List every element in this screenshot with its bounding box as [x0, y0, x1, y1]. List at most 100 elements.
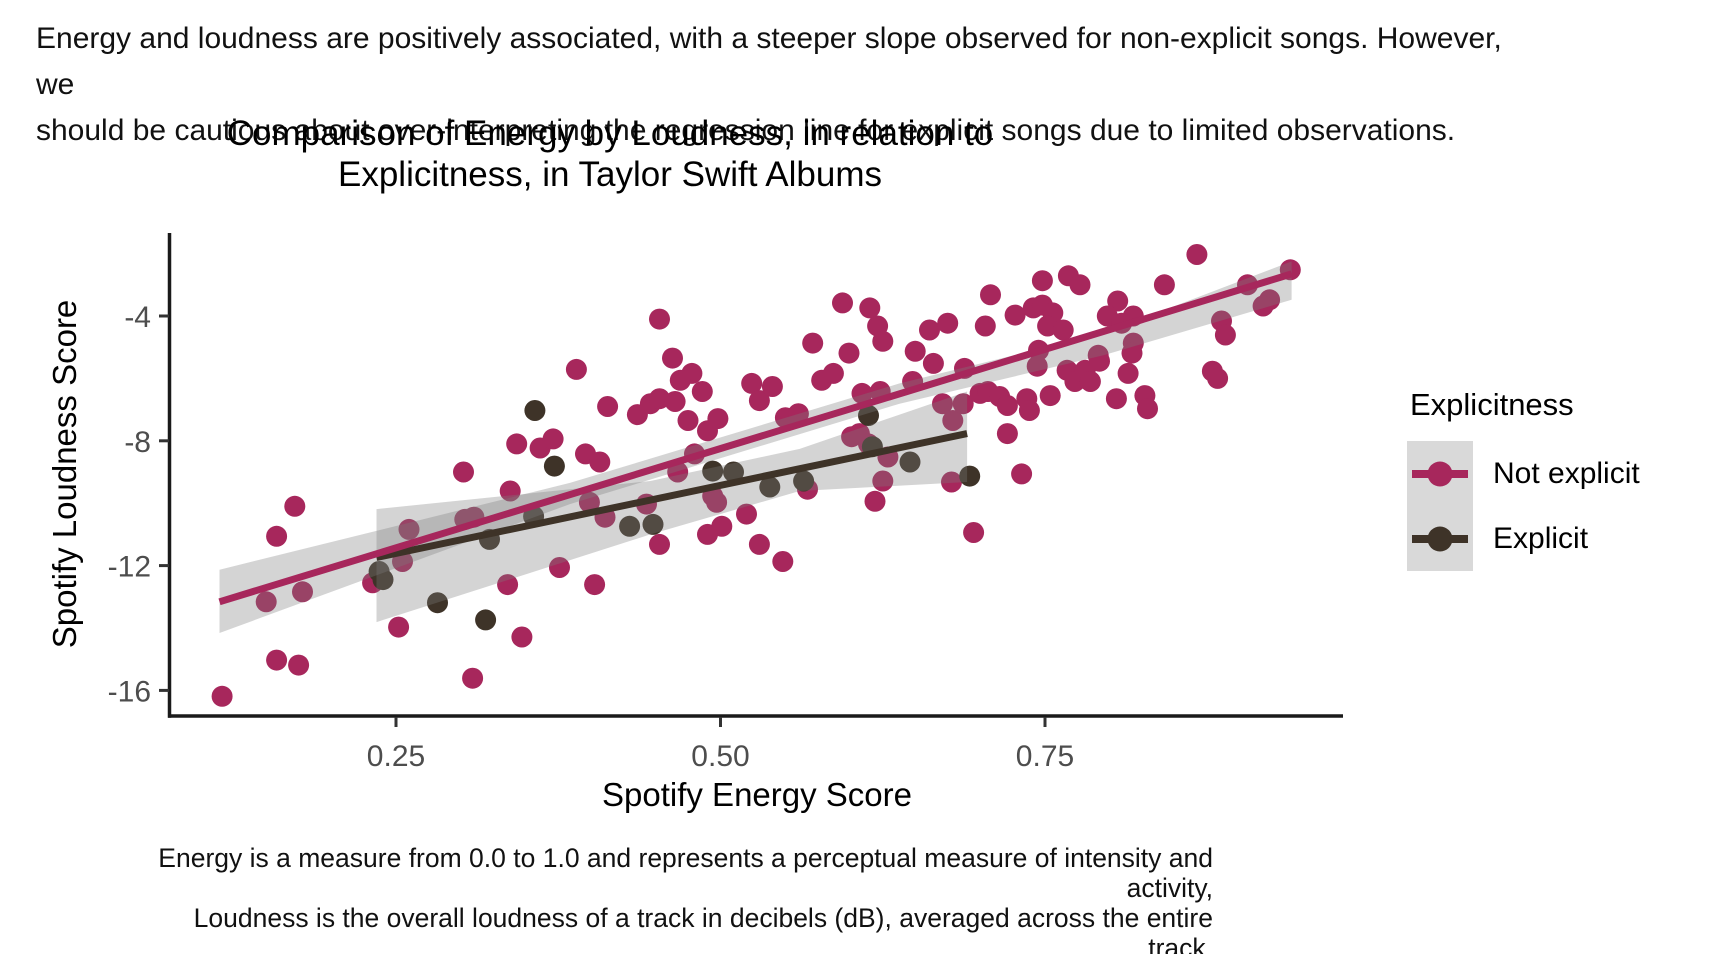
data-point-not-explicit [669, 369, 691, 391]
chart-caption: Energy is a measure from 0.0 to 1.0 and … [150, 843, 1213, 954]
data-point-not-explicit [1031, 270, 1053, 292]
legend-key-explicit [1407, 506, 1473, 571]
data-point-not-explicit [691, 381, 713, 402]
data-point-explicit [793, 470, 815, 492]
data-point-not-explicit [1089, 350, 1110, 372]
data-point-not-explicit [211, 685, 233, 707]
data-point-not-explicit [462, 667, 484, 689]
data-point-explicit [899, 451, 921, 473]
data-point-not-explicit [736, 503, 757, 525]
legend-title: Explicitness [1410, 387, 1574, 422]
data-point-not-explicit [932, 393, 953, 415]
data-point-not-explicit [706, 491, 728, 513]
data-point-not-explicit [952, 393, 974, 415]
data-point-not-explicit [453, 461, 474, 483]
data-point-not-explicit [787, 403, 809, 425]
data-point-not-explicit [802, 332, 824, 354]
data-point-not-explicit [1186, 244, 1208, 265]
data-point-not-explicit [542, 428, 564, 450]
data-point-not-explicit [741, 372, 763, 394]
data-point-not-explicit [922, 352, 944, 374]
data-point-not-explicit [772, 551, 794, 572]
data-point-not-explicit [565, 358, 587, 380]
data-point-not-explicit [1121, 342, 1143, 364]
data-point-not-explicit [974, 315, 996, 337]
data-point-not-explicit [649, 533, 670, 555]
data-point-not-explicit [822, 362, 844, 384]
data-point-not-explicit [832, 292, 853, 314]
data-point-not-explicit [511, 626, 533, 648]
legend-entry-not-explicit: Not explicit [1407, 441, 1640, 506]
data-point-explicit [475, 609, 497, 631]
data-point-not-explicit [255, 591, 277, 613]
data-point-not-explicit [1107, 290, 1129, 312]
data-point-not-explicit [1018, 400, 1040, 421]
data-point-not-explicit [664, 391, 686, 412]
y-tick-label: -8 [124, 426, 151, 459]
y-tick-label: -12 [108, 551, 151, 584]
data-point-not-explicit [838, 342, 860, 364]
y-axis-title: Spotify Loudness Score [46, 300, 83, 649]
data-point-not-explicit [711, 515, 733, 537]
data-point-explicit [858, 405, 879, 426]
data-point-not-explicit [388, 616, 410, 638]
data-point-not-explicit [1079, 371, 1101, 392]
x-tick-label: 0.25 [367, 740, 425, 773]
legend-label-not-explicit: Not explicit [1493, 456, 1640, 490]
data-point-not-explicit [707, 408, 729, 430]
data-point-not-explicit [872, 470, 894, 492]
data-point-not-explicit [1117, 362, 1139, 384]
chart-title-line-2: Explicitness, in Taylor Swift Albums [337, 155, 882, 194]
legend-label-explicit: Explicit [1493, 521, 1589, 555]
data-point-not-explicit [398, 518, 420, 540]
chart-title: Comparison of Energy by Loudness, in rel… [80, 113, 1140, 195]
data-point-not-explicit [919, 319, 940, 341]
legend-keys: Not explicit Explicit [1407, 441, 1640, 571]
data-point-not-explicit [937, 312, 959, 334]
data-point-not-explicit [597, 396, 619, 417]
data-point-explicit [759, 476, 781, 498]
data-point-not-explicit [851, 382, 873, 404]
data-point-not-explicit [499, 480, 521, 502]
data-point-explicit [642, 513, 664, 535]
data-point-not-explicit [1207, 367, 1229, 389]
data-point-not-explicit [506, 433, 528, 455]
data-point-not-explicit [497, 574, 519, 596]
data-point-not-explicit [859, 297, 881, 319]
data-point-not-explicit [980, 284, 1001, 306]
top-annotation: Energy and loudness are positively assoc… [36, 16, 1536, 154]
data-point-not-explicit [996, 423, 1018, 445]
legend: Explicitness Not explicit Explicit [1407, 387, 1640, 571]
annotation-line-2: should be cautious about over-interpreti… [36, 114, 1456, 147]
annotation-line-1: Energy and loudness are positively assoc… [36, 22, 1502, 101]
data-point-not-explicit [1214, 324, 1236, 346]
data-point-not-explicit [1105, 388, 1127, 410]
caption-line-1: Energy is a measure from 0.0 to 1.0 and … [158, 843, 1213, 903]
data-point-not-explicit [677, 410, 699, 431]
y-tick-label: -4 [124, 301, 151, 334]
data-point-not-explicit [963, 522, 985, 543]
data-point-explicit [372, 569, 394, 591]
data-point-not-explicit [904, 340, 926, 362]
data-point-not-explicit [1153, 274, 1175, 296]
data-point-not-explicit [649, 388, 670, 410]
data-point-not-explicit [748, 390, 770, 412]
data-point-explicit [619, 515, 641, 537]
data-point-not-explicit [761, 376, 783, 397]
legend-dot-swatch-not-explicit [1427, 461, 1453, 486]
data-point-not-explicit [1004, 304, 1026, 326]
data-point-not-explicit [584, 574, 606, 596]
data-point-not-explicit [578, 491, 600, 513]
x-tick-label: 0.50 [691, 740, 749, 773]
data-point-not-explicit [1039, 385, 1061, 407]
x-axis-title: Spotify Energy Score [602, 776, 912, 813]
data-point-not-explicit [872, 330, 894, 352]
data-point-not-explicit [748, 533, 770, 555]
data-point-explicit [723, 461, 744, 483]
legend-key-not-explicit [1407, 441, 1473, 506]
data-point-not-explicit [549, 557, 570, 578]
data-point-not-explicit [266, 649, 288, 671]
data-point-not-explicit [292, 581, 313, 603]
